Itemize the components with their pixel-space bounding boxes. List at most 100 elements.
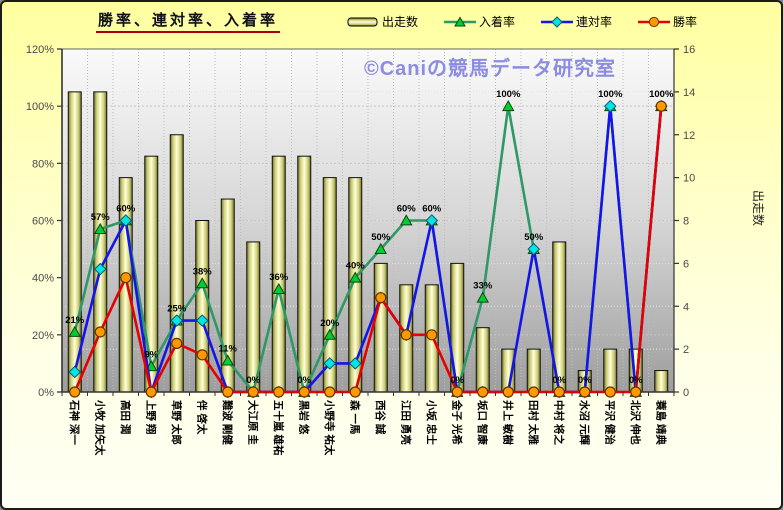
x-axis-label: 坂口 智康 bbox=[476, 400, 489, 445]
diamond-marker bbox=[93, 262, 107, 276]
circle-marker bbox=[120, 272, 132, 284]
diamond-marker bbox=[425, 214, 439, 227]
triangle-marker bbox=[348, 271, 362, 283]
y-left-tick-label: 100% bbox=[26, 101, 54, 113]
bar bbox=[297, 155, 312, 393]
y-left-tick-label: 0% bbox=[38, 387, 54, 399]
bar bbox=[475, 327, 490, 393]
bar-swatch-icon bbox=[347, 17, 378, 26]
x-axis-label: 伴 啓太 bbox=[195, 399, 208, 435]
x-axis-label: 高田 潤 bbox=[119, 400, 132, 434]
data-label: 40% bbox=[346, 261, 366, 272]
legend-item-starts: 出走数 bbox=[347, 13, 418, 30]
x-axis-label: 水沼 元輝 bbox=[578, 399, 591, 445]
data-label: 100% bbox=[598, 89, 623, 100]
x-axis-label: 西谷 誠 bbox=[374, 400, 387, 435]
triangle-marker-icon bbox=[444, 16, 477, 26]
x-axis-label: 北沢 伸也 bbox=[629, 400, 642, 445]
circle-marker bbox=[247, 386, 259, 398]
circle-marker bbox=[655, 100, 667, 112]
triangle-marker bbox=[68, 325, 82, 337]
data-label: 0% bbox=[578, 375, 592, 386]
x-axis-label: 江田 勇亮 bbox=[399, 400, 412, 445]
circle-marker bbox=[375, 292, 387, 304]
data-label: 0% bbox=[629, 375, 643, 386]
y-left-tick-label: 40% bbox=[32, 273, 54, 285]
bar bbox=[654, 370, 669, 393]
data-label: 0% bbox=[552, 375, 566, 386]
data-label: 60% bbox=[422, 204, 442, 215]
data-label: 38% bbox=[193, 266, 213, 277]
triangle-marker bbox=[399, 214, 413, 226]
data-label: 50% bbox=[371, 232, 391, 243]
circle-marker bbox=[630, 386, 642, 398]
triangle-marker bbox=[501, 99, 515, 112]
y-right-tick-label: 0 bbox=[683, 387, 689, 399]
x-axis-label: 小野寺 祐太 bbox=[323, 399, 336, 456]
data-label: 50% bbox=[524, 232, 544, 243]
circle-marker bbox=[477, 386, 489, 398]
data-label: 33% bbox=[473, 281, 493, 292]
y-left-tick-label: 20% bbox=[32, 330, 54, 342]
x-axis-label: 金子 光希 bbox=[450, 399, 463, 445]
diamond-marker bbox=[323, 357, 337, 370]
legend-label-win-rate: 勝率 bbox=[673, 15, 698, 29]
circle-marker bbox=[69, 386, 81, 398]
data-label: 36% bbox=[269, 272, 289, 283]
data-label: 60% bbox=[397, 204, 417, 215]
line-series-circle bbox=[69, 100, 667, 398]
circle-marker bbox=[426, 329, 438, 341]
x-axis-label: 石神 深一 bbox=[68, 399, 81, 445]
circle-marker bbox=[145, 386, 157, 398]
triangle-marker bbox=[221, 354, 235, 366]
y-right-tick-label: 12 bbox=[683, 130, 695, 142]
circle-marker bbox=[502, 386, 514, 398]
triangle-marker bbox=[323, 328, 337, 340]
x-axis-label: 小坂 忠士 bbox=[425, 399, 438, 445]
x-axis-label: 上野 翔 bbox=[144, 400, 157, 434]
data-labels: 21% 57% 60% 9% 25% 38% 11% 0% 36% 0% 20% 40% 50% 60% 6… bbox=[65, 89, 674, 386]
circle-marker bbox=[451, 386, 463, 398]
circle-marker bbox=[298, 386, 310, 398]
chart-title: 勝率、連対率、入着率 bbox=[96, 9, 281, 33]
data-label: 57% bbox=[91, 212, 111, 223]
x-axis-label: 五十嵐 雄祐 bbox=[272, 400, 285, 456]
x-axis-label: 平沢 健治 bbox=[603, 400, 616, 445]
circle-marker bbox=[94, 326, 106, 338]
x-axis-labels: 石神 深一 小牧 加矢太 高田 潤上野 翔草野 太郎伴 啓太 難波 剛健 大江原 圭五十… bbox=[68, 399, 668, 456]
circle-marker bbox=[273, 386, 285, 398]
data-label: 0% bbox=[297, 375, 311, 386]
bar bbox=[195, 220, 210, 393]
data-label: 100% bbox=[496, 89, 521, 100]
diamond-marker bbox=[170, 314, 184, 327]
bar bbox=[373, 262, 388, 393]
diamond-marker bbox=[527, 242, 541, 256]
circle-marker bbox=[528, 386, 540, 398]
axis-ticks: 0% 20% 40% 60% 80% 100% 120% 0 2 4 6 8 10 12 14 16 bbox=[26, 44, 695, 399]
chart-legend: 出走数 入着率 連対率 勝率 bbox=[347, 13, 697, 30]
data-label: 25% bbox=[167, 304, 187, 315]
circle-marker bbox=[604, 386, 616, 398]
y-left-tick-label: 60% bbox=[32, 216, 54, 228]
x-axis-label: 大江原 圭 bbox=[246, 400, 259, 445]
legend-item-win-rate: 勝率 bbox=[638, 13, 697, 30]
data-label: 0% bbox=[246, 375, 260, 386]
triangle-marker bbox=[93, 222, 107, 234]
bar bbox=[67, 91, 82, 393]
y-left-tick-label: 120% bbox=[26, 44, 54, 56]
x-axis-label: 井上 敏樹 bbox=[501, 400, 514, 445]
x-axis-label: 黒岩 悠 bbox=[297, 400, 310, 435]
diamond-marker bbox=[348, 357, 362, 370]
x-axis-label: 小牧 加矢太 bbox=[93, 399, 106, 456]
diamond-marker bbox=[119, 214, 133, 227]
bar bbox=[603, 348, 618, 393]
x-axis-label: 蓑島 靖典 bbox=[654, 399, 667, 445]
triangle-marker bbox=[195, 277, 209, 289]
data-label: 20% bbox=[320, 318, 340, 329]
x-axis-label: 田村 太雅 bbox=[527, 400, 540, 445]
y-right-tick-label: 4 bbox=[683, 301, 689, 313]
diamond-marker bbox=[195, 314, 209, 327]
circle-marker bbox=[324, 386, 336, 398]
